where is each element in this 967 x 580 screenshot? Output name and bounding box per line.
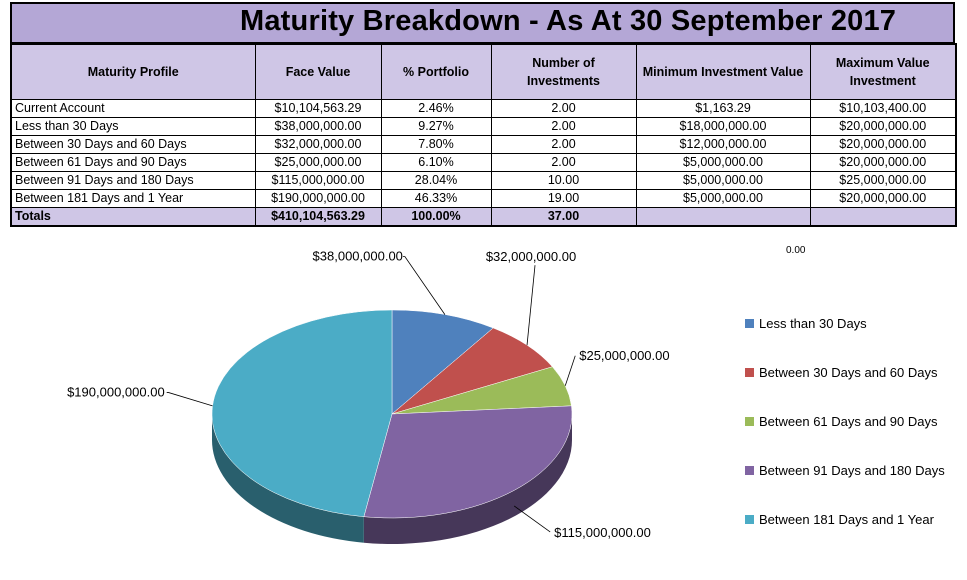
table-cell: $25,000,000.00 bbox=[809, 171, 957, 190]
pie-slice bbox=[391, 327, 553, 415]
legend-swatch bbox=[745, 368, 754, 377]
table-cell: $38,000,000.00 bbox=[254, 117, 382, 136]
pie-slice-side bbox=[212, 414, 364, 543]
totals-portfolio: 100.00% bbox=[380, 207, 492, 227]
totals-face-value: $410,104,563.29 bbox=[254, 207, 382, 227]
table-cell: 19.00 bbox=[490, 189, 637, 208]
header-maturity-profile: Maturity Profile bbox=[10, 43, 256, 100]
table-cell: $20,000,000.00 bbox=[809, 135, 957, 154]
table-cell: Current Account bbox=[10, 99, 256, 118]
data-label: $38,000,000.00 bbox=[313, 249, 403, 264]
data-label: $32,000,000.00 bbox=[486, 249, 576, 264]
legend-label: Between 181 Days and 1 Year bbox=[759, 512, 934, 527]
table-cell: 2.00 bbox=[490, 117, 637, 136]
table-header-row: Maturity Profile Face Value % Portfolio … bbox=[10, 43, 957, 100]
totals-maximum-value bbox=[809, 207, 957, 227]
legend-item: Between 61 Days and 90 Days bbox=[745, 414, 938, 430]
table-cell: Between 91 Days and 180 Days bbox=[10, 171, 256, 190]
pie-chart: $38,000,000.00 $32,000,000.00 $25,000,000.… bbox=[67, 249, 670, 544]
table-cell: $20,000,000.00 bbox=[809, 153, 957, 172]
table-cell: 2.00 bbox=[490, 135, 637, 154]
legend-swatch bbox=[745, 515, 754, 524]
table-cell: $1,163.29 bbox=[635, 99, 811, 118]
data-label-leader-line bbox=[526, 265, 536, 346]
table-cell: $5,000,000.00 bbox=[635, 189, 811, 208]
legend-swatch bbox=[745, 417, 754, 426]
pie-slice bbox=[363, 405, 573, 519]
data-label: $25,000,000.00 bbox=[579, 348, 669, 363]
data-label: $115,000,000.00 bbox=[554, 525, 651, 540]
table-cell: $12,000,000.00 bbox=[635, 135, 811, 154]
table-cell: $20,000,000.00 bbox=[809, 189, 957, 208]
totals-label: Totals bbox=[10, 207, 256, 227]
table-body: Current Account $10,104,563.29 2.46% 2.0… bbox=[10, 99, 957, 227]
legend-item: Between 91 Days and 180 Days bbox=[745, 463, 945, 479]
table-cell: 6.10% bbox=[380, 153, 492, 172]
table-cell: $5,000,000.00 bbox=[635, 153, 811, 172]
data-label-leader-line bbox=[402, 256, 446, 315]
table-cell: 2.00 bbox=[490, 99, 637, 118]
table-cell: Between 61 Days and 90 Days bbox=[10, 153, 256, 172]
page-title: Maturity Breakdown - As At 30 September … bbox=[240, 5, 897, 37]
legend-swatch bbox=[745, 319, 754, 328]
table-cell: $190,000,000.00 bbox=[254, 189, 382, 208]
table-cell: 46.33% bbox=[380, 189, 492, 208]
maturity-table: Maturity Profile Face Value % Portfolio … bbox=[10, 43, 957, 227]
table-cell: $32,000,000.00 bbox=[254, 135, 382, 154]
table-row: Current Account $10,104,563.29 2.46% 2.0… bbox=[10, 99, 957, 118]
legend-label: Between 30 Days and 60 Days bbox=[759, 365, 938, 380]
legend-item: Between 30 Days and 60 Days bbox=[745, 365, 938, 381]
table-cell: Less than 30 Days bbox=[10, 117, 256, 136]
legend-label: Less than 30 Days bbox=[759, 316, 867, 331]
header-maximum-value: Maximum Value Investment bbox=[809, 43, 957, 100]
table-cell: Between 181 Days and 1 Year bbox=[10, 189, 256, 208]
table-cell: 28.04% bbox=[380, 171, 492, 190]
header-number-of-investments: Number of Investments bbox=[490, 43, 637, 100]
table-cell: Between 30 Days and 60 Days bbox=[10, 135, 256, 154]
totals-minimum-value bbox=[635, 207, 811, 227]
table-cell: $10,103,400.00 bbox=[809, 99, 957, 118]
table-cell: 2.46% bbox=[380, 99, 492, 118]
totals-row: Totals $410,104,563.29 100.00% 37.00 bbox=[10, 207, 957, 227]
totals-number-of-investments: 37.00 bbox=[490, 207, 637, 227]
legend-swatch bbox=[745, 466, 754, 475]
legend-item: Less than 30 Days bbox=[745, 316, 867, 332]
table-row: Between 91 Days and 180 Days $115,000,00… bbox=[10, 171, 957, 190]
data-label: $190,000,000.00 bbox=[67, 385, 165, 400]
legend-item: Between 181 Days and 1 Year bbox=[745, 512, 934, 528]
table-row: Less than 30 Days $38,000,000.00 9.27% 2… bbox=[10, 117, 957, 136]
data-label-leader-line bbox=[166, 392, 213, 407]
legend-label: Between 61 Days and 90 Days bbox=[759, 414, 938, 429]
table-cell: $10,104,563.29 bbox=[254, 99, 382, 118]
data-label-leader-line bbox=[564, 355, 576, 386]
table-row: Between 30 Days and 60 Days $32,000,000.… bbox=[10, 135, 957, 154]
header-portfolio: % Portfolio bbox=[380, 43, 492, 100]
title-bar: Maturity Breakdown - As At 30 September … bbox=[10, 2, 955, 44]
table-cell: $5,000,000.00 bbox=[635, 171, 811, 190]
pie-slice bbox=[211, 309, 393, 517]
table-cell: $18,000,000.00 bbox=[635, 117, 811, 136]
table-cell: $20,000,000.00 bbox=[809, 117, 957, 136]
table-cell: 7.80% bbox=[380, 135, 492, 154]
header-face-value: Face Value bbox=[254, 43, 382, 100]
table-cell: 9.27% bbox=[380, 117, 492, 136]
pie-slice-side bbox=[363, 414, 572, 544]
legend-label: Between 91 Days and 180 Days bbox=[759, 463, 945, 478]
table-cell: $25,000,000.00 bbox=[254, 153, 382, 172]
stray-data-label: 0.00 bbox=[786, 245, 806, 256]
table-cell: 10.00 bbox=[490, 171, 637, 190]
data-label-leader-line bbox=[513, 505, 551, 533]
header-minimum-value: Minimum Investment Value bbox=[635, 43, 811, 100]
table-cell: $115,000,000.00 bbox=[254, 171, 382, 190]
table-row: Between 61 Days and 90 Days $25,000,000.… bbox=[10, 153, 957, 172]
table-row: Between 181 Days and 1 Year $190,000,000… bbox=[10, 189, 957, 208]
table-cell: 2.00 bbox=[490, 153, 637, 172]
